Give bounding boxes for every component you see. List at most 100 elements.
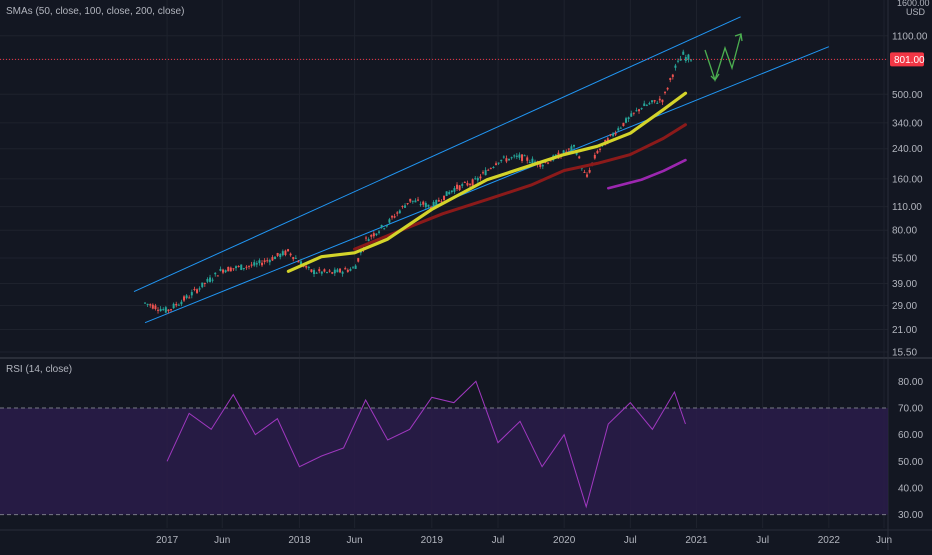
candle-body	[549, 160, 552, 162]
candle-body	[406, 203, 409, 205]
candle-body	[664, 92, 667, 94]
candle-body	[479, 176, 482, 179]
candle-body	[341, 271, 344, 274]
candle-body	[567, 148, 570, 150]
candle-body	[484, 170, 487, 176]
candle-body	[391, 216, 394, 218]
candle-body	[404, 205, 407, 208]
candle-body	[198, 288, 201, 290]
candle-body	[164, 307, 167, 313]
price-axis-top-label: 1600.00	[897, 0, 930, 8]
rsi-tick-label: 30.00	[898, 510, 923, 521]
candle-body	[461, 184, 464, 186]
candle-body	[175, 303, 178, 306]
candle-body	[276, 252, 279, 256]
price-tick-label: 55.00	[892, 254, 917, 265]
candle-body	[437, 200, 440, 202]
candle-body	[541, 165, 544, 167]
time-tick-label: 2018	[288, 535, 311, 546]
candle-body	[401, 205, 404, 207]
candle-body	[263, 260, 266, 263]
candle-body	[159, 308, 162, 312]
candle-body	[671, 74, 674, 77]
sma-legend[interactable]: SMAs (50, close, 100, close, 200, close)	[6, 6, 185, 17]
candle-body	[352, 267, 355, 269]
candle-body	[339, 268, 342, 273]
candle-body	[508, 158, 511, 161]
candle-body	[414, 200, 417, 203]
candle-body	[201, 282, 204, 288]
price-tick-label: 340.00	[892, 118, 923, 129]
projection-arrowhead	[734, 33, 743, 42]
candle-body	[398, 210, 401, 214]
candle-body	[206, 278, 209, 282]
rsi-legend[interactable]: RSI (14, close)	[6, 364, 73, 375]
candle-body	[596, 150, 599, 154]
candle-body	[469, 183, 472, 185]
candle-body	[443, 195, 446, 201]
candle-body	[531, 158, 534, 164]
candle-body	[196, 289, 199, 293]
candle-body	[476, 178, 479, 181]
candle-body	[162, 309, 165, 311]
sma50-line	[286, 91, 688, 273]
candle-body	[383, 228, 386, 230]
candle-body	[453, 188, 456, 192]
candle-body	[190, 292, 193, 296]
time-tick-label: 2022	[818, 535, 841, 546]
price-tag	[890, 52, 924, 67]
candle-body	[570, 146, 573, 151]
price-tick-label: 39.00	[892, 279, 917, 290]
candle-body	[346, 269, 349, 272]
candle-body	[203, 282, 206, 284]
candle-body	[281, 251, 284, 256]
candle-body	[375, 233, 378, 236]
candle-body	[677, 60, 680, 62]
candle-body	[440, 201, 443, 203]
candle-body	[209, 277, 212, 282]
candle-body	[515, 155, 518, 157]
candle-body	[185, 295, 188, 299]
candle-body	[471, 179, 474, 186]
candle-body	[255, 263, 258, 265]
candle-body	[170, 309, 173, 311]
candle-body	[593, 154, 596, 159]
rsi-tick-label: 60.00	[898, 430, 923, 441]
candle-body	[411, 200, 414, 202]
candle-body	[666, 87, 669, 90]
candle-body	[640, 108, 643, 110]
time-tick-label: 2020	[553, 535, 576, 546]
time-tick-label: Jul	[624, 535, 637, 546]
candle-body	[333, 269, 336, 274]
candle-body	[292, 257, 295, 260]
candle-body	[258, 260, 261, 264]
candle-body	[245, 266, 248, 268]
candle-body	[284, 250, 287, 255]
candle-body	[445, 191, 448, 196]
candle-body	[180, 301, 183, 305]
sma200-line	[606, 158, 687, 190]
candle-body	[279, 253, 282, 258]
candle-body	[193, 288, 196, 290]
candle-body	[224, 270, 227, 273]
candle-body	[645, 104, 648, 106]
candle-body	[237, 265, 240, 267]
candle-body	[505, 158, 508, 162]
candle-body	[497, 162, 500, 164]
candle-body	[669, 78, 672, 80]
projection-path	[704, 33, 742, 83]
candle-body	[617, 128, 620, 131]
candle-body	[674, 65, 677, 68]
currency-label: USD	[906, 7, 926, 17]
candle-body	[427, 204, 430, 207]
candle-body	[331, 272, 334, 274]
price-tick-label: 240.00	[892, 144, 923, 155]
candle-body	[307, 266, 310, 268]
candle-body	[658, 98, 661, 101]
candle-body	[627, 117, 630, 120]
price-tick-label: 500.00	[892, 90, 923, 101]
candle-body	[232, 268, 235, 270]
candle-body	[378, 231, 381, 233]
candle-body	[661, 99, 664, 103]
candle-body	[684, 57, 687, 61]
